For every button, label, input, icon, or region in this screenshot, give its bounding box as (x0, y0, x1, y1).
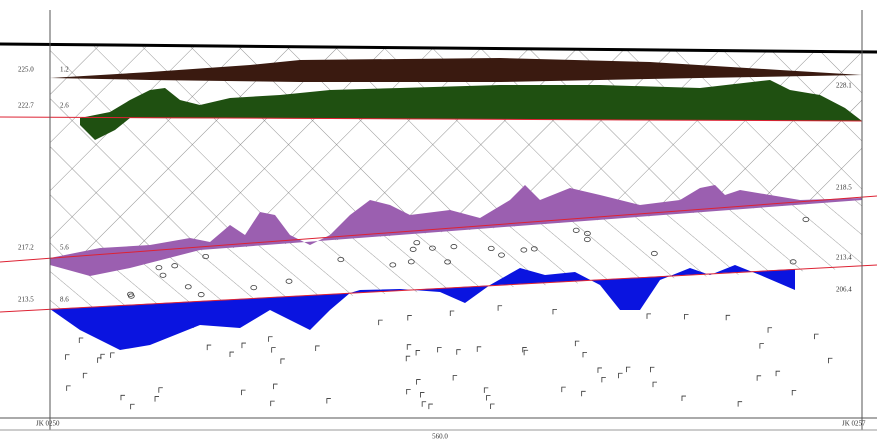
elevation-label: 217.2 (18, 244, 34, 252)
section-diagram: 225.0 1.2 222.7 2.6 217.2 5.6 213.5 8.6 228.1 218… (0, 0, 877, 445)
elevation-label: 222.7 (18, 102, 34, 110)
depth-label: 1.2 (60, 66, 69, 74)
start-label: JK 0250 (36, 420, 60, 428)
right-label: 218.5 (836, 184, 852, 192)
end-label: JK 0257 (842, 420, 866, 428)
depth-label: 5.6 (60, 244, 69, 252)
right-label: 228.1 (836, 82, 852, 90)
right-label: 213.4 (836, 254, 852, 262)
elevation-label: 225.0 (18, 66, 34, 74)
scale-label: 560.0 (432, 433, 448, 441)
elevation-label: 213.5 (18, 296, 34, 304)
depth-label: 2.6 (60, 102, 69, 110)
right-label: 206.4 (836, 286, 852, 294)
depth-label: 8.6 (60, 296, 69, 304)
